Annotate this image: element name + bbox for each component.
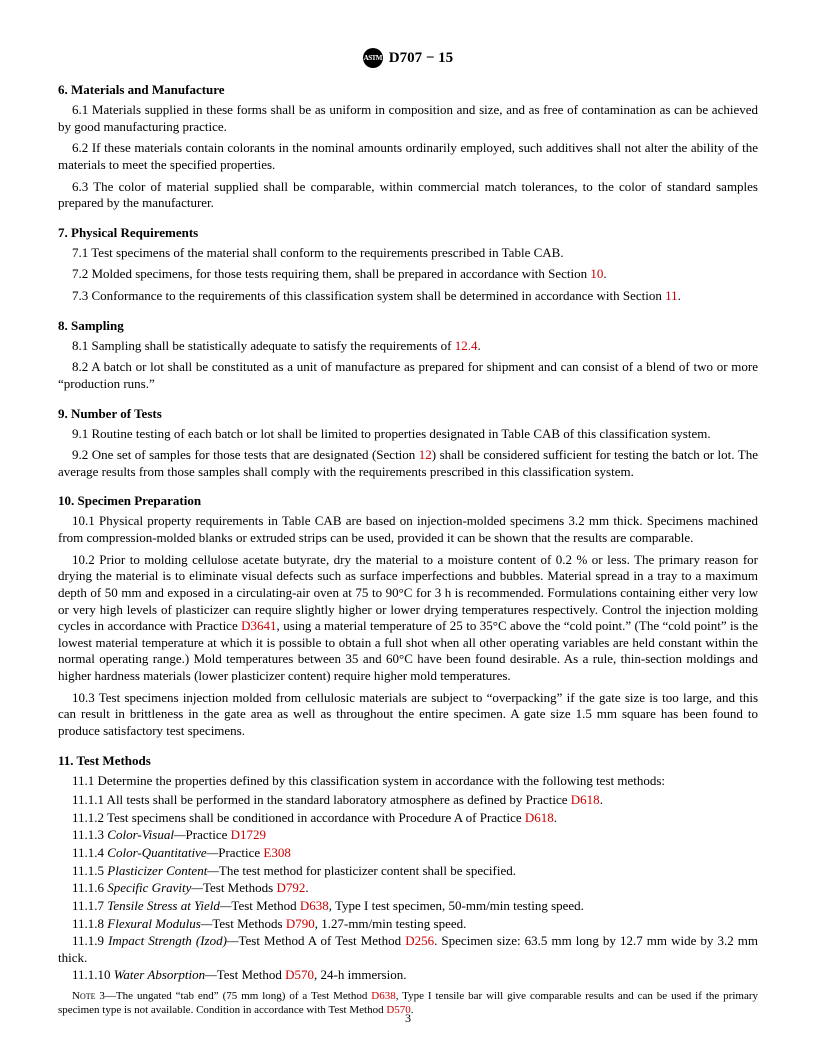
para-10-1: 10.1 Physical property requirements in T… xyxy=(58,513,758,546)
item-11-1-8: 11.1.8 Flexural Modulus—Test Methods D79… xyxy=(58,916,758,933)
link-d792[interactable]: D792 xyxy=(276,880,305,895)
para-7-1: 7.1 Test specimens of the material shall… xyxy=(58,245,758,262)
section-8-heading: 8. Sampling xyxy=(58,318,758,334)
item-11-1-7: 11.1.7 Tensile Stress at Yield—Test Meth… xyxy=(58,898,758,915)
note-label: Note 3— xyxy=(72,990,116,1002)
item-11-1-1: 11.1.1 All tests shall be performed in t… xyxy=(58,792,758,809)
page-number: 3 xyxy=(0,1011,816,1026)
para-10-3: 10.3 Test specimens injection molded fro… xyxy=(58,690,758,740)
para-7-2: 7.2 Molded specimens, for those tests re… xyxy=(58,266,758,283)
link-note-d638[interactable]: D638 xyxy=(371,990,395,1002)
section-9-heading: 9. Number of Tests xyxy=(58,406,758,422)
item-11-1-2: 11.1.2 Test specimens shall be condition… xyxy=(58,810,758,827)
link-section-12[interactable]: 12 xyxy=(419,447,432,462)
para-9-2: 9.2 One set of samples for those tests t… xyxy=(58,447,758,480)
para-8-1: 8.1 Sampling shall be statistically adeq… xyxy=(58,338,758,355)
item-11-1-10: 11.1.10 Water Absorption—Test Method D57… xyxy=(58,967,758,984)
para-6-2: 6.2 If these materials contain colorants… xyxy=(58,140,758,173)
section-11-heading: 11. Test Methods xyxy=(58,753,758,769)
link-d3641[interactable]: D3641 xyxy=(241,618,276,633)
item-11-1-9: 11.1.9 Impact Strength (Izod)—Test Metho… xyxy=(58,933,758,966)
para-10-2: 10.2 Prior to molding cellulose acetate … xyxy=(58,552,758,685)
link-d638[interactable]: D638 xyxy=(300,898,329,913)
page-header: ASTM D707 − 15 xyxy=(58,48,758,68)
link-section-10[interactable]: 10 xyxy=(590,266,603,281)
link-d256[interactable]: D256 xyxy=(405,933,434,948)
link-12-4[interactable]: 12.4 xyxy=(455,338,478,353)
section-7-heading: 7. Physical Requirements xyxy=(58,225,758,241)
page-container: ASTM D707 − 15 6. Materials and Manufact… xyxy=(0,0,816,1056)
designation-text: D707 − 15 xyxy=(389,50,453,67)
link-e308[interactable]: E308 xyxy=(263,845,290,860)
para-11-1: 11.1 Determine the properties defined by… xyxy=(58,773,758,790)
section-10-heading: 10. Specimen Preparation xyxy=(58,493,758,509)
item-11-1-5: 11.1.5 Plasticizer Content—The test meth… xyxy=(58,863,758,880)
astm-logo-icon: ASTM xyxy=(363,48,383,68)
para-6-1: 6.1 Materials supplied in these forms sh… xyxy=(58,102,758,135)
para-6-3: 6.3 The color of material supplied shall… xyxy=(58,179,758,212)
para-8-2: 8.2 A batch or lot shall be constituted … xyxy=(58,359,758,392)
link-d618-b[interactable]: D618 xyxy=(525,810,554,825)
para-9-1: 9.1 Routine testing of each batch or lot… xyxy=(58,426,758,443)
link-d1729[interactable]: D1729 xyxy=(231,827,266,842)
item-11-1-6: 11.1.6 Specific Gravity—Test Methods D79… xyxy=(58,880,758,897)
item-11-1-3: 11.1.3 Color-Visual—Practice D1729 xyxy=(58,827,758,844)
link-section-11[interactable]: 11 xyxy=(665,288,678,303)
link-d618-a[interactable]: D618 xyxy=(571,792,600,807)
link-d570[interactable]: D570 xyxy=(285,967,314,982)
item-11-1-4: 11.1.4 Color-Quantitative—Practice E308 xyxy=(58,845,758,862)
para-7-3: 7.3 Conformance to the requirements of t… xyxy=(58,288,758,305)
section-6-heading: 6. Materials and Manufacture xyxy=(58,82,758,98)
link-d790[interactable]: D790 xyxy=(286,916,315,931)
